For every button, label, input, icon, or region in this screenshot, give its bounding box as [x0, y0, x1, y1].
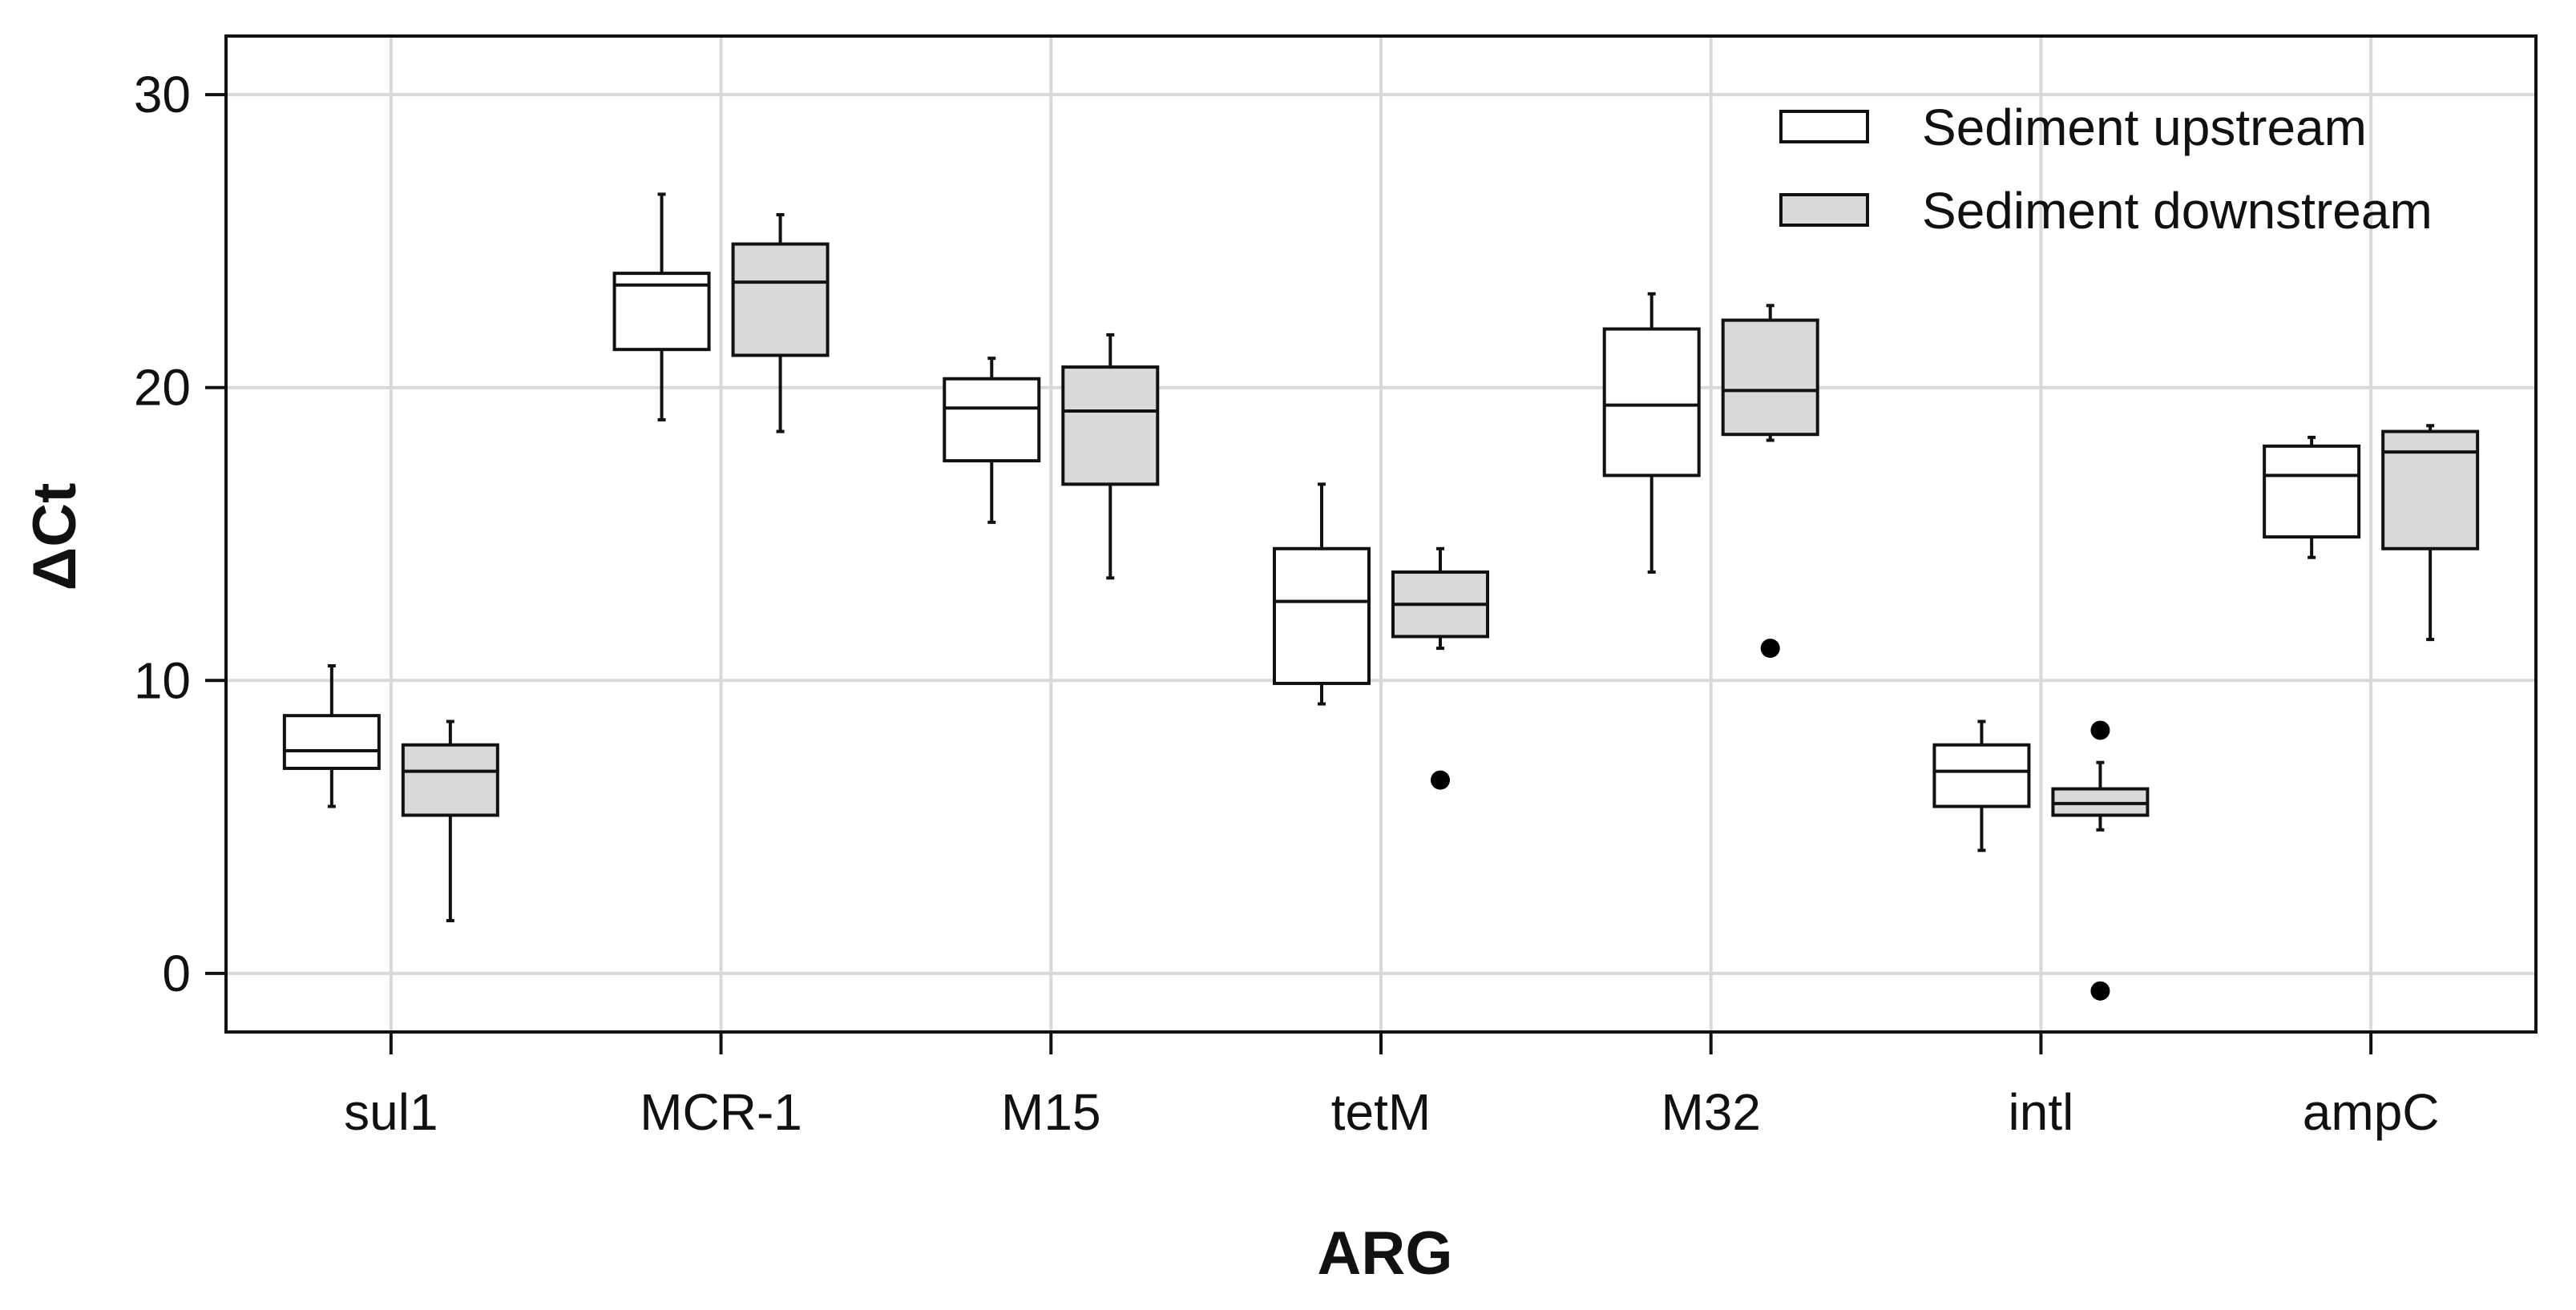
box-m15: [1061, 333, 1160, 580]
x-tick-label-m15: M15: [1001, 1083, 1101, 1141]
iqr-box: [2381, 429, 2480, 550]
legend-label: Sediment downstream: [1922, 182, 2433, 240]
iqr-box: [2263, 444, 2361, 539]
x-tick-label-intl: intl: [2009, 1083, 2074, 1141]
iqr-box: [401, 743, 499, 817]
outlier-point: [1760, 639, 1780, 659]
gridlines: [226, 36, 2536, 1032]
y-axis-title: ΔCt: [21, 483, 89, 591]
box-series: [282, 192, 2480, 1001]
box-ampc: [2263, 435, 2361, 559]
box-m32: [1721, 304, 1819, 659]
box-tetm: [1273, 482, 1371, 706]
iqr-box: [282, 714, 381, 770]
legend: Sediment upstream Sediment downstream: [1779, 99, 2433, 240]
box-sul1: [401, 719, 499, 923]
box-intl: [2051, 720, 2150, 1001]
series-sediment-upstream: [282, 192, 2361, 853]
axes: sul1 MCR-1 M15 tetM M32 intl ampC 0 10 20 30: [134, 66, 2440, 1141]
box-tetm: [1391, 546, 1489, 790]
box-m15: [943, 357, 1041, 524]
box-sul1: [282, 664, 381, 808]
outlier-point: [2090, 720, 2110, 740]
x-tick-label-ampc: ampC: [2303, 1083, 2440, 1141]
iqr-box: [1932, 743, 2031, 808]
legend-item-sediment-upstream: Sediment upstream: [1779, 99, 2367, 156]
y-tick-label: 0: [162, 945, 191, 1002]
outlier-point: [2090, 981, 2110, 1001]
y-tick-label: 10: [134, 651, 191, 709]
legend-swatch: [1779, 110, 1869, 143]
outlier-point: [1431, 770, 1450, 790]
box-mcr-1: [731, 213, 830, 433]
y-tick-label: 20: [134, 359, 191, 417]
iqr-box: [1721, 318, 1819, 437]
x-tick-label-sul1: sul1: [344, 1083, 438, 1141]
iqr-box: [943, 377, 1041, 463]
x-tick-label-m32: M32: [1661, 1083, 1761, 1141]
box-m32: [1602, 292, 1701, 574]
box-intl: [1932, 719, 2031, 853]
iqr-box: [731, 242, 830, 357]
x-tick-label-mcr-1: MCR-1: [640, 1083, 802, 1141]
box-ampc: [2381, 424, 2480, 642]
iqr-box: [1273, 546, 1371, 685]
x-axis-title: ARG: [1318, 1219, 1453, 1288]
iqr-box: [1602, 327, 1701, 478]
y-tick-label: 30: [134, 66, 191, 123]
series-sediment-downstream: [401, 213, 2480, 1001]
box-mcr-1: [612, 192, 711, 421]
iqr-box: [1061, 365, 1160, 486]
legend-label: Sediment upstream: [1922, 99, 2367, 156]
legend-swatch: [1779, 193, 1869, 227]
legend-item-sediment-downstream: Sediment downstream: [1779, 182, 2433, 240]
x-tick-label-tetm: tetM: [1331, 1083, 1431, 1141]
